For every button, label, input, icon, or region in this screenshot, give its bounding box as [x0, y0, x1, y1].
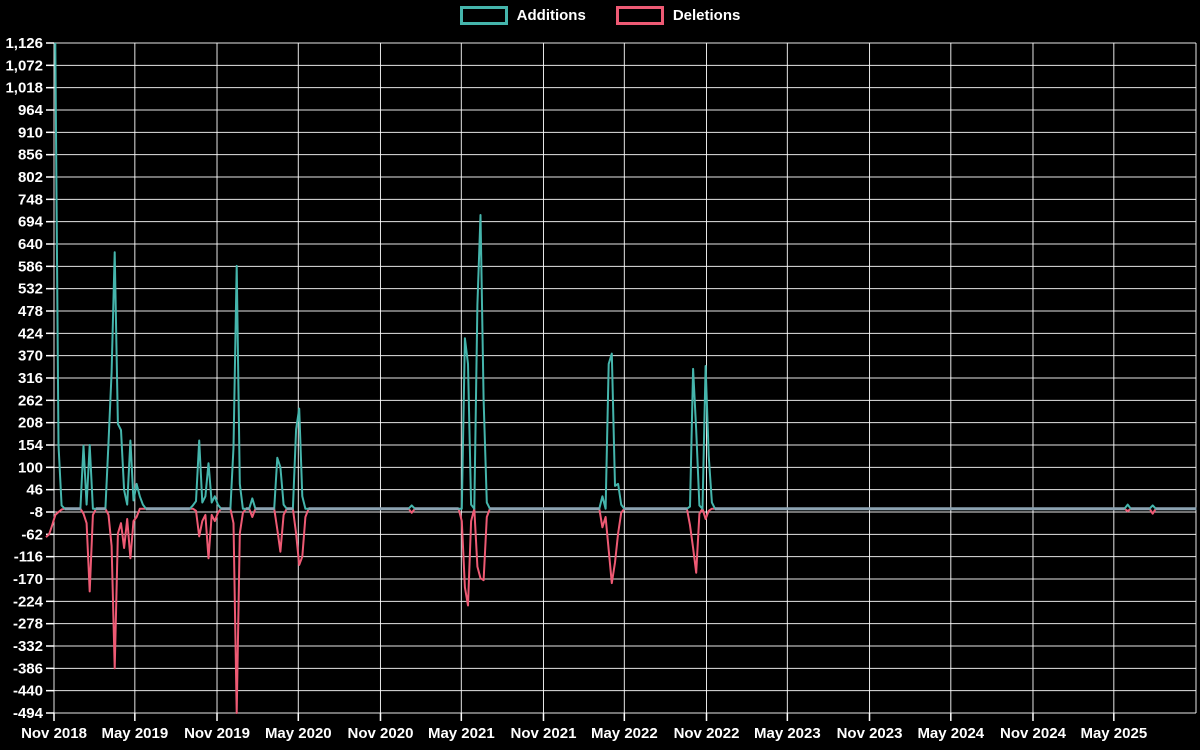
svg-text:May 2024: May 2024 — [917, 725, 984, 742]
x-axis-labels: Nov 2018 May 2019 Nov 2019 May 2020 Nov 2020… — [21, 713, 1147, 742]
deletions-legend-label: Deletions — [672, 7, 741, 24]
svg-text:964: 964 — [18, 102, 44, 119]
additions-swatch-icon — [459, 6, 508, 25]
svg-text:-62: -62 — [21, 526, 43, 543]
svg-text:Nov 2019: Nov 2019 — [184, 725, 250, 742]
y-axis-labels: 1,126 1,072 1,018 964 910 856 802 748 694 640 586 5… — [5, 35, 54, 722]
svg-text:May 2019: May 2019 — [101, 725, 168, 742]
svg-text:154: 154 — [18, 437, 44, 454]
svg-text:532: 532 — [18, 281, 43, 298]
svg-text:Nov 2022: Nov 2022 — [674, 725, 740, 742]
chart-legend: Additions Deletions — [0, 6, 1200, 25]
svg-text:May 2020: May 2020 — [265, 725, 332, 742]
svg-text:Nov 2024: Nov 2024 — [1000, 725, 1067, 742]
svg-text:May 2023: May 2023 — [754, 725, 821, 742]
svg-text:-386: -386 — [13, 660, 43, 677]
svg-text:316: 316 — [18, 370, 43, 387]
svg-text:Nov 2021: Nov 2021 — [511, 725, 577, 742]
svg-text:May 2021: May 2021 — [428, 725, 495, 742]
svg-text:748: 748 — [18, 191, 43, 208]
svg-text:May 2022: May 2022 — [591, 725, 658, 742]
svg-text:1,126: 1,126 — [5, 35, 43, 52]
svg-text:370: 370 — [18, 348, 43, 365]
svg-text:Nov 2018: Nov 2018 — [21, 725, 87, 742]
svg-text:262: 262 — [18, 392, 43, 409]
svg-text:100: 100 — [18, 459, 43, 476]
svg-text:802: 802 — [18, 169, 43, 186]
svg-text:910: 910 — [18, 124, 43, 141]
svg-text:-224: -224 — [13, 593, 44, 610]
series-lines — [45, 42, 1197, 714]
deletions-swatch-icon — [615, 6, 664, 25]
svg-text:-332: -332 — [13, 638, 43, 655]
legend-item-deletions[interactable]: Deletions — [615, 6, 741, 25]
svg-text:856: 856 — [18, 147, 43, 164]
svg-text:640: 640 — [18, 236, 43, 253]
svg-text:694: 694 — [18, 214, 44, 231]
svg-text:-8: -8 — [30, 504, 43, 521]
legend-item-additions[interactable]: Additions — [459, 6, 586, 25]
svg-text:-440: -440 — [13, 683, 43, 700]
svg-text:-494: -494 — [13, 705, 44, 722]
svg-text:478: 478 — [18, 303, 43, 320]
svg-text:Nov 2020: Nov 2020 — [348, 725, 414, 742]
svg-text:-170: -170 — [13, 571, 43, 588]
svg-text:-116: -116 — [14, 549, 43, 566]
svg-text:May 2025: May 2025 — [1080, 725, 1147, 742]
grid-lines — [53, 42, 1197, 714]
svg-text:424: 424 — [18, 325, 44, 342]
svg-text:586: 586 — [18, 258, 43, 275]
svg-text:208: 208 — [18, 415, 43, 432]
svg-text:1,072: 1,072 — [5, 57, 43, 74]
svg-text:Nov 2023: Nov 2023 — [837, 725, 903, 742]
svg-text:46: 46 — [26, 482, 43, 499]
svg-text:-278: -278 — [13, 616, 43, 633]
svg-text:1,018: 1,018 — [5, 80, 43, 97]
additions-legend-label: Additions — [516, 7, 586, 24]
